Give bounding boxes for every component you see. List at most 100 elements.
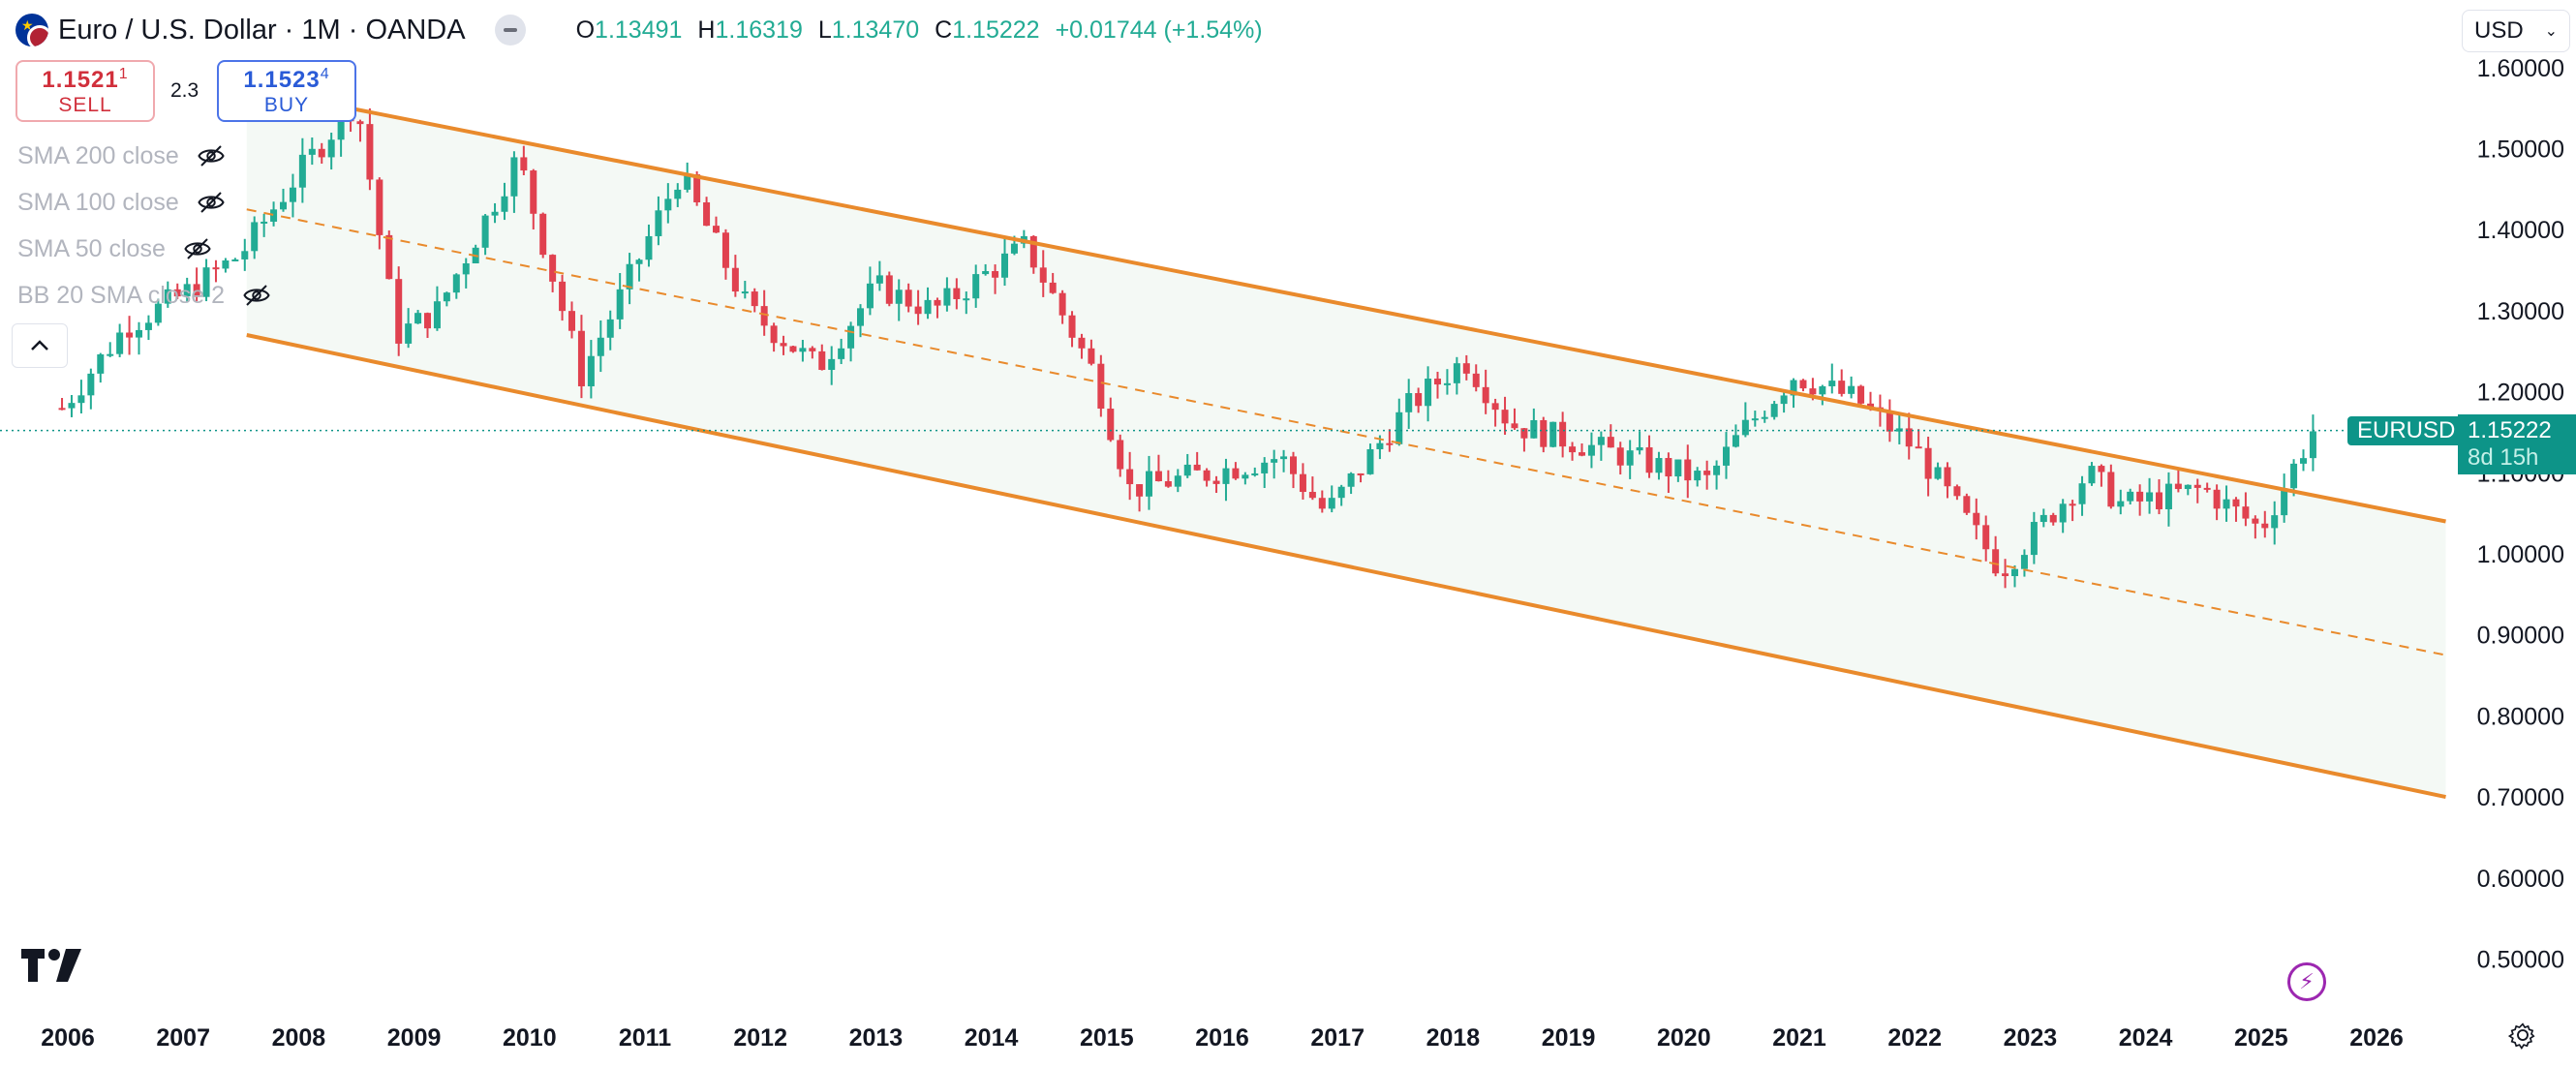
gear-icon[interactable] <box>2508 1021 2537 1050</box>
candle-body <box>222 259 230 269</box>
candle-body <box>1164 481 1172 487</box>
candle-body <box>520 157 528 171</box>
candle-body <box>144 322 152 330</box>
candle-body <box>597 337 604 356</box>
candle-body <box>126 332 134 338</box>
candle-body <box>2020 555 2028 569</box>
eye-off-icon[interactable] <box>197 141 226 170</box>
x-tick-label: 2007 <box>156 1024 210 1052</box>
candle-body <box>1857 385 1865 404</box>
candle-body <box>1222 468 1230 484</box>
collapse-indicators-button[interactable] <box>12 323 68 368</box>
eye-off-icon[interactable] <box>183 234 212 263</box>
candle-body <box>1395 412 1403 444</box>
candle-body <box>1366 448 1374 474</box>
candle-body <box>895 290 903 304</box>
lightning-icon[interactable]: ⚡ <box>2287 962 2326 1001</box>
candle-body <box>2281 488 2288 516</box>
candle-body <box>1491 403 1499 411</box>
candle-body <box>2164 483 2172 509</box>
candle-body <box>1790 380 1797 396</box>
y-tick-label: 1.00000 <box>2477 541 2564 568</box>
candle-body <box>539 213 547 256</box>
candle-body <box>2223 499 2230 509</box>
sell-button[interactable]: 1.15211 SELL <box>15 60 155 122</box>
channel-lower-line[interactable] <box>246 333 2446 800</box>
candle-body <box>693 174 701 202</box>
candle-body <box>1212 480 1220 484</box>
candle-body <box>1088 348 1095 364</box>
candle-body <box>1895 428 1903 432</box>
buy-button[interactable]: 1.15234 BUY <box>217 60 356 122</box>
time-axis[interactable]: 2006 2007 2008 2009 2010 2011 2012 2013 2014 2015… <box>41 1024 2404 1052</box>
y-tick-label: 1.40000 <box>2477 217 2564 244</box>
candle-body <box>1963 496 1971 513</box>
candle-body <box>2213 489 2221 509</box>
low-label: L <box>817 15 832 44</box>
open-value: 1.13491 <box>595 15 683 44</box>
eur-usd-flag-icon: ★ <box>15 14 48 46</box>
candle-body <box>2184 484 2192 490</box>
candle-body <box>1819 385 1826 395</box>
candle-body <box>1540 419 1548 447</box>
candle-body <box>1337 486 1345 499</box>
tradingview-logo-icon[interactable] <box>21 949 83 982</box>
candle-body <box>2309 431 2316 459</box>
chevron-down-icon: ⌄ <box>2544 23 2558 40</box>
channel-median-line[interactable] <box>246 208 2446 656</box>
candle-body <box>1193 464 1201 471</box>
candle-body <box>1848 385 1855 394</box>
candle-body <box>433 301 441 329</box>
candle-body <box>1828 381 1836 386</box>
candle-body <box>164 289 171 304</box>
candle-body <box>1376 442 1384 449</box>
candle-body <box>789 346 797 352</box>
candle-body <box>405 323 413 344</box>
close-value: 1.15222 <box>952 15 1040 44</box>
candle-body <box>481 215 489 248</box>
x-tick-label: 2020 <box>1657 1024 1711 1052</box>
channel-upper-line[interactable] <box>246 85 2446 524</box>
candle-body <box>1251 473 1259 475</box>
candle-body <box>780 343 787 347</box>
eye-off-icon[interactable] <box>197 188 226 217</box>
candle-body <box>1415 393 1423 407</box>
candle-body <box>1520 428 1528 439</box>
candle-body <box>577 330 585 386</box>
x-tick-label: 2017 <box>1310 1024 1365 1052</box>
x-tick-label: 2008 <box>272 1024 326 1052</box>
candle-body <box>1713 465 1721 475</box>
candle-body <box>713 226 721 233</box>
symbol-header: ★ Euro / U.S. Dollar · 1M · OANDA O 1.134… <box>15 10 1263 50</box>
symbol-title[interactable]: Euro / U.S. Dollar · 1M · OANDA <box>58 14 466 46</box>
candle-body <box>2271 515 2279 529</box>
candle-body <box>847 325 855 349</box>
candle-body <box>376 179 383 235</box>
currency-select[interactable]: USD ⌄ <box>2462 10 2570 52</box>
eye-off-icon[interactable] <box>242 281 271 310</box>
collapse-legend-button[interactable] <box>494 15 526 46</box>
candle-body <box>2078 483 2086 504</box>
indicator-sma-200[interactable]: SMA 200 close <box>17 141 226 170</box>
x-tick-label: 2006 <box>41 1024 95 1052</box>
y-tick-label: 1.20000 <box>2477 380 2564 407</box>
y-tick-label: 0.90000 <box>2477 623 2564 650</box>
indicator-sma-100[interactable]: SMA 100 close <box>17 188 226 217</box>
buy-label: BUY <box>263 93 310 116</box>
indicator-bollinger[interactable]: BB 20 SMA close 2 <box>17 281 271 310</box>
candle-body <box>1107 409 1115 441</box>
candle-body <box>1146 471 1153 497</box>
y-tick-label: 1.60000 <box>2477 55 2564 82</box>
candle-body <box>1953 486 1961 497</box>
candle-body <box>1328 498 1335 509</box>
candle-body <box>298 154 306 188</box>
price-axis[interactable]: 0.50000 0.60000 0.70000 0.80000 0.90000 1.000… <box>2477 55 2564 974</box>
candle-body <box>510 157 518 197</box>
candle-body <box>1097 363 1105 410</box>
y-tick-label: 1.30000 <box>2477 298 2564 325</box>
indicator-sma-50[interactable]: SMA 50 close <box>17 234 212 263</box>
candle-body <box>530 170 537 214</box>
candle-body <box>1569 446 1577 453</box>
candle-body <box>751 291 758 307</box>
